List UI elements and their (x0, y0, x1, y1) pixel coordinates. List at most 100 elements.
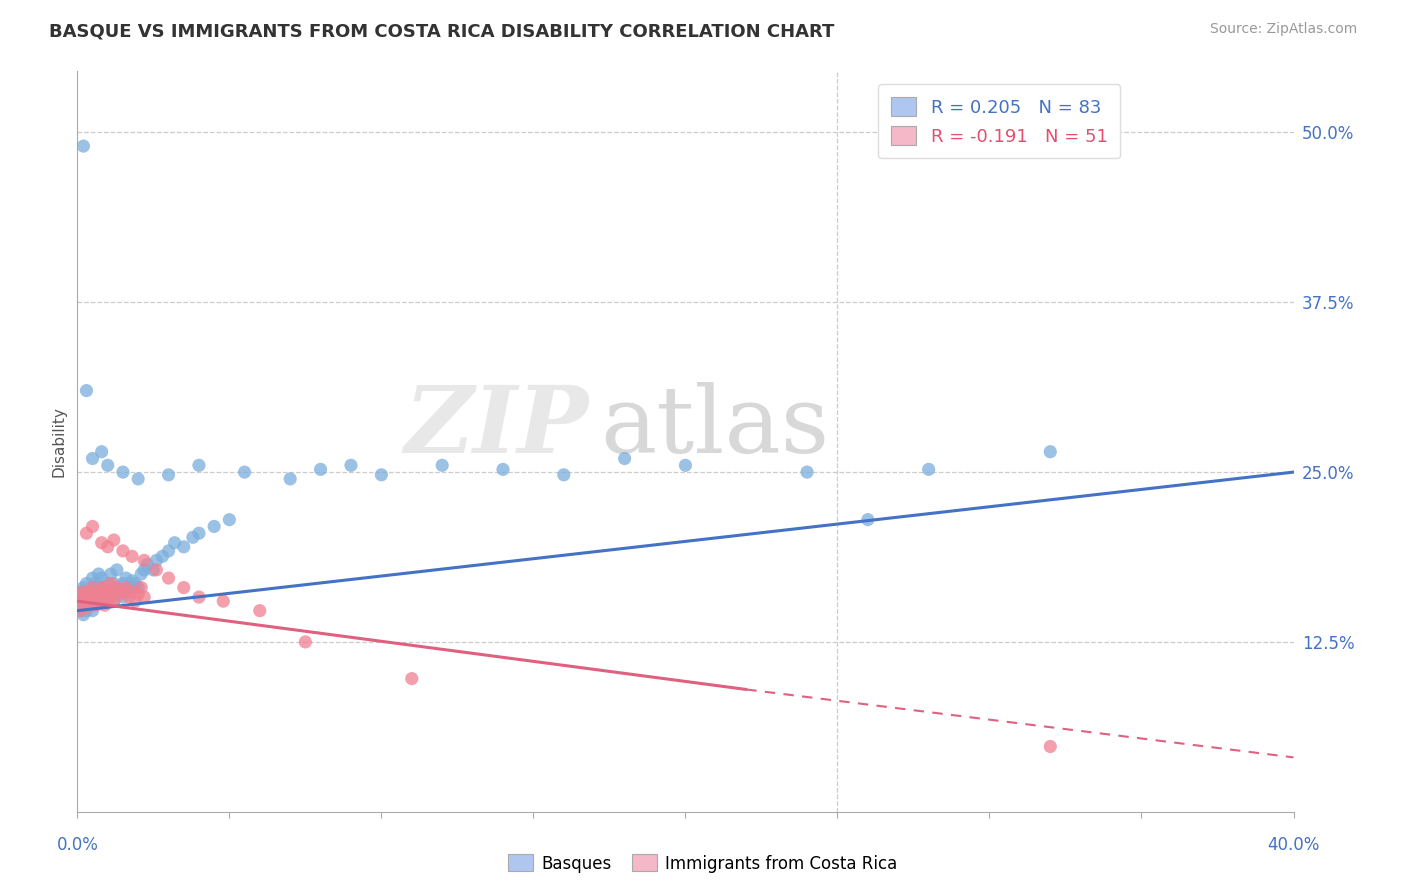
Point (84, 599, 107, 613)
Point (103, 533, 125, 547)
Point (82, 604, 104, 618)
Point (84, 594, 107, 608)
Point (370, 467, 392, 482)
Point (82, 594, 104, 608)
Point (87, 584, 110, 599)
Point (115, 571, 138, 585)
Point (79, 590, 101, 604)
Point (97, 458, 120, 473)
Point (69, 604, 91, 618)
Point (173, 540, 195, 554)
Point (492, 462, 515, 476)
Point (134, 563, 156, 577)
Point (129, 566, 152, 581)
Point (188, 590, 211, 604)
Point (111, 590, 134, 604)
Point (124, 594, 146, 608)
Point (157, 544, 180, 558)
Point (105, 581, 128, 595)
Point (84, 587, 107, 601)
Point (75, 526, 97, 541)
Point (111, 465, 134, 479)
Point (1039, 444, 1062, 458)
Point (72, 584, 94, 599)
Point (103, 594, 125, 608)
Point (152, 549, 174, 564)
Point (69, 594, 91, 608)
Point (82, 451, 104, 466)
Point (90, 590, 112, 604)
Point (93, 584, 115, 599)
Point (145, 563, 167, 577)
Point (134, 590, 156, 604)
Point (84, 576, 107, 591)
Text: 40.0%: 40.0% (1267, 836, 1320, 855)
Point (90, 444, 112, 458)
Point (90, 581, 112, 595)
Point (79, 584, 101, 599)
Point (82, 519, 104, 533)
Point (111, 544, 134, 558)
Point (97, 594, 120, 608)
Point (121, 584, 143, 599)
Point (82, 590, 104, 604)
Point (100, 576, 122, 591)
Point (188, 526, 211, 541)
Point (87, 590, 110, 604)
Point (84, 587, 107, 601)
Point (72, 139, 94, 153)
Point (75, 587, 97, 601)
Point (856, 513, 879, 527)
Point (136, 558, 159, 572)
Point (340, 458, 363, 473)
Point (69, 604, 91, 618)
Point (1039, 739, 1062, 754)
Point (79, 594, 101, 608)
Point (118, 590, 141, 604)
Point (103, 576, 125, 591)
Point (93, 594, 115, 608)
Point (553, 467, 575, 482)
Point (918, 462, 941, 476)
Point (430, 458, 453, 473)
Point (145, 553, 167, 567)
Point (675, 458, 697, 473)
Point (127, 472, 149, 486)
Legend: R = 0.205   N = 83, R = -0.191   N = 51: R = 0.205 N = 83, R = -0.191 N = 51 (879, 84, 1121, 158)
Point (75, 576, 97, 591)
Point (75, 594, 97, 608)
Point (72, 590, 94, 604)
Point (82, 581, 104, 595)
Point (181, 530, 204, 544)
Point (105, 581, 128, 595)
Point (87, 594, 110, 608)
Point (134, 553, 156, 567)
Point (115, 581, 138, 595)
Point (79, 599, 101, 613)
Point (79, 584, 101, 599)
Point (129, 581, 152, 595)
Point (127, 587, 149, 601)
Point (249, 604, 271, 618)
Point (97, 594, 120, 608)
Point (100, 566, 122, 581)
Point (72, 599, 94, 613)
Point (157, 571, 180, 585)
Point (100, 584, 122, 599)
Point (613, 451, 636, 466)
Point (188, 458, 211, 473)
Point (90, 571, 112, 585)
Point (401, 672, 423, 686)
Point (72, 607, 94, 622)
Point (87, 584, 110, 599)
Point (97, 540, 120, 554)
Point (97, 576, 120, 591)
Point (75, 601, 97, 615)
Point (82, 571, 104, 585)
Point (69, 587, 91, 601)
Point (218, 513, 240, 527)
Point (90, 590, 112, 604)
Point (93, 584, 115, 599)
Text: atlas: atlas (600, 382, 830, 472)
Point (121, 574, 143, 588)
